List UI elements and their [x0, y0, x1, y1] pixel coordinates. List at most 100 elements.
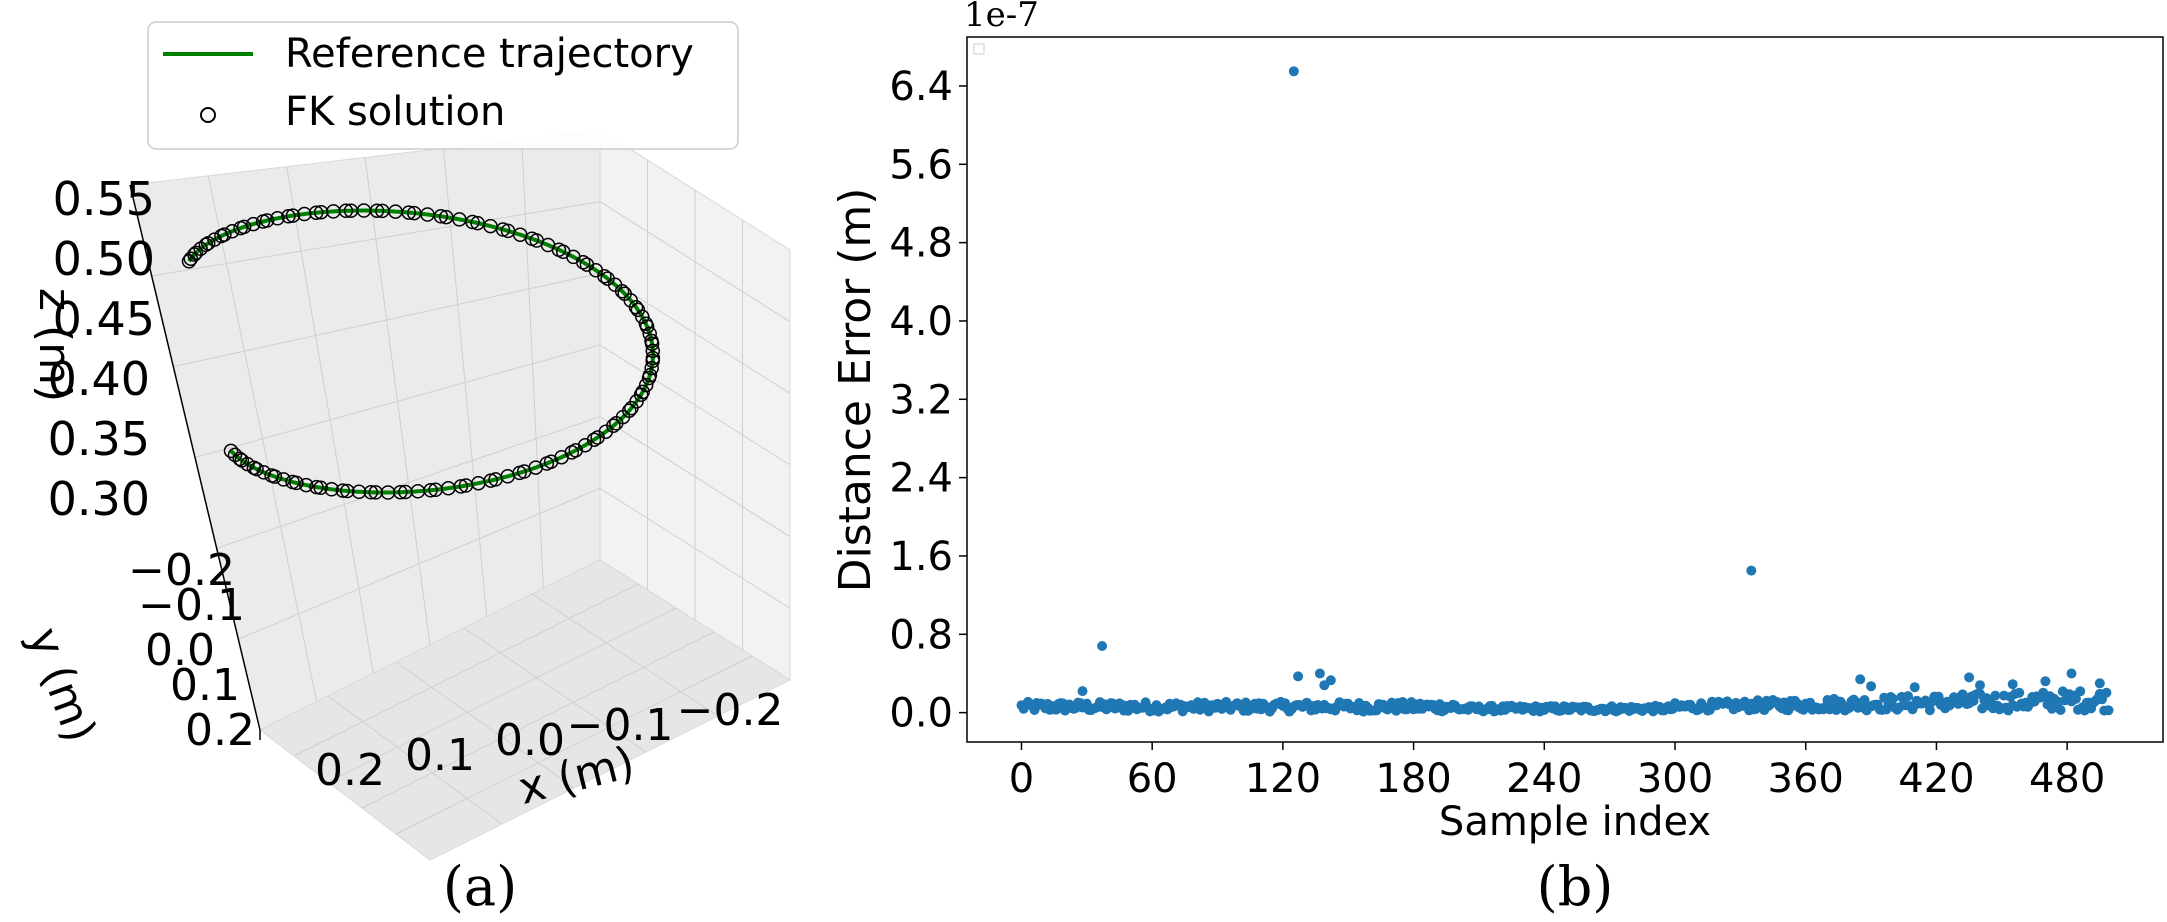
panel-a-label: (a)	[443, 855, 517, 918]
fk-solution-point	[617, 286, 632, 302]
fk-solution-point	[267, 469, 283, 484]
outlier-point	[1866, 681, 1877, 692]
data-point	[1924, 705, 1935, 716]
data-point	[2075, 686, 2086, 697]
x-axis-label-b: Sample index	[1439, 799, 1711, 845]
z-tick-label: 0.55	[53, 172, 155, 226]
grid-line	[151, 201, 791, 323]
outlier-point	[1314, 668, 1325, 679]
grid-line	[194, 344, 791, 466]
fk-solution-point	[335, 483, 351, 498]
data-point	[1903, 691, 1914, 702]
fk-solution-point	[246, 216, 261, 232]
panel-b-scatter-plot: 0 60 120 180 240 300 360 420 480 0.0 0.8 1.6 2.4 3.2…	[830, 0, 2164, 918]
fk-solution-point	[313, 204, 329, 220]
y-tick-label: 6.4	[889, 64, 953, 110]
legend-circle-swatch	[200, 107, 216, 123]
fk-solution-point	[233, 220, 248, 236]
data-point	[2101, 687, 2112, 698]
y-tick-label: 1.6	[889, 534, 953, 580]
fk-solution-point	[363, 485, 379, 500]
fk-solution-point	[270, 211, 285, 226]
fk-solution-point	[285, 208, 301, 223]
fk-solution-point	[351, 484, 367, 500]
y-ticks-b: 0.0 0.8 1.6 2.4 3.2 4.0 4.8 5.6 6.4	[889, 64, 967, 737]
fk-solution-point	[600, 271, 615, 286]
grid-line	[531, 593, 719, 717]
fk-solution-point	[586, 432, 602, 447]
fk-solution-point	[313, 480, 328, 496]
fk-solution-point	[638, 377, 654, 393]
fk-solution-point	[642, 326, 657, 341]
fk-solution-point	[232, 451, 248, 467]
fk-solution-point	[340, 483, 355, 499]
fk-solution-point	[308, 205, 324, 220]
outlier-point	[2007, 679, 2018, 690]
fk-solution-point	[324, 482, 339, 497]
fk-solution-point	[183, 251, 199, 266]
y-axis-label-b: Distance Error (m)	[830, 188, 881, 593]
fk-solution-point	[281, 209, 296, 224]
y-tick-label: 2.4	[889, 456, 953, 502]
grid-line	[361, 631, 715, 809]
panel-b-label: (b)	[1537, 855, 1614, 918]
fk-solution-point	[423, 483, 438, 498]
fk-solution-point	[200, 236, 216, 251]
fk-solution-point	[621, 403, 637, 418]
data-point	[1887, 693, 1898, 704]
outlier-point	[1909, 682, 1920, 693]
fk-solution-point	[223, 443, 239, 459]
data-point	[2103, 705, 2114, 716]
y-axis-label: y (m)	[18, 621, 106, 749]
legend-box	[147, 21, 739, 150]
y-tick-label: 5.6	[889, 142, 953, 188]
outlier-point	[1097, 641, 1108, 651]
y-tick-label: 0.0	[889, 691, 953, 737]
y-tick-label: 3.2	[889, 377, 953, 423]
empty-legend-box	[973, 43, 985, 55]
data-point	[2070, 693, 2081, 704]
outlier-point	[1293, 671, 1304, 682]
fk-solution-point	[645, 343, 661, 359]
fk-solution-point	[289, 475, 304, 491]
y-tick-label: 0.2	[185, 705, 255, 756]
outlier-point	[1975, 680, 1985, 691]
x-tick-label: −0.1	[567, 700, 674, 751]
fk-solution-point	[375, 203, 390, 219]
x-tick-label: 180	[1375, 756, 1451, 802]
x-tick-label: 300	[1637, 756, 1713, 802]
z-tick-label: 0.30	[48, 472, 150, 526]
grid-line	[463, 627, 647, 753]
z-tick-label: 0.35	[48, 412, 150, 466]
z-axis-line	[129, 184, 261, 731]
data-point	[1990, 690, 2001, 701]
fk-solution-point	[642, 367, 658, 383]
grid-line	[327, 695, 503, 825]
outlier-point	[2066, 668, 2077, 679]
trajectory-plot	[181, 203, 661, 500]
legend-a: Reference trajectory FK solution	[147, 21, 739, 150]
fk-solution-point	[406, 205, 422, 221]
fk-solution-point	[343, 203, 359, 218]
fk-solution-point	[453, 479, 469, 494]
fk-solution-point	[276, 472, 291, 487]
z-tick-label: 0.50	[53, 232, 155, 286]
grid-line	[293, 583, 639, 757]
x-tick-label: 480	[2029, 756, 2105, 802]
x-ticks-b: 0 60 120 180 240 300 360 420 480	[1009, 742, 2105, 802]
fk-solution-point	[644, 333, 659, 349]
outlier-point	[2094, 678, 2105, 689]
x-tick-label: 120	[1245, 756, 1321, 802]
z-tick-label: 0.40	[48, 352, 150, 406]
y-tick-label: 0.8	[889, 612, 953, 658]
data-point	[1957, 689, 1968, 700]
grid-line	[395, 661, 575, 789]
fk-solution-point	[606, 418, 621, 434]
fk-solution-point	[181, 254, 197, 269]
z-tick-labels: 0.55 0.50 0.45 0.40 0.35 0.30	[48, 172, 155, 526]
fk-solution-point	[297, 206, 312, 222]
x-tick-label: 420	[1898, 756, 1974, 802]
y-tick-label: 0.0	[145, 625, 215, 676]
outlier-point	[1746, 565, 1757, 576]
x-tick-label: 0.1	[405, 730, 475, 781]
